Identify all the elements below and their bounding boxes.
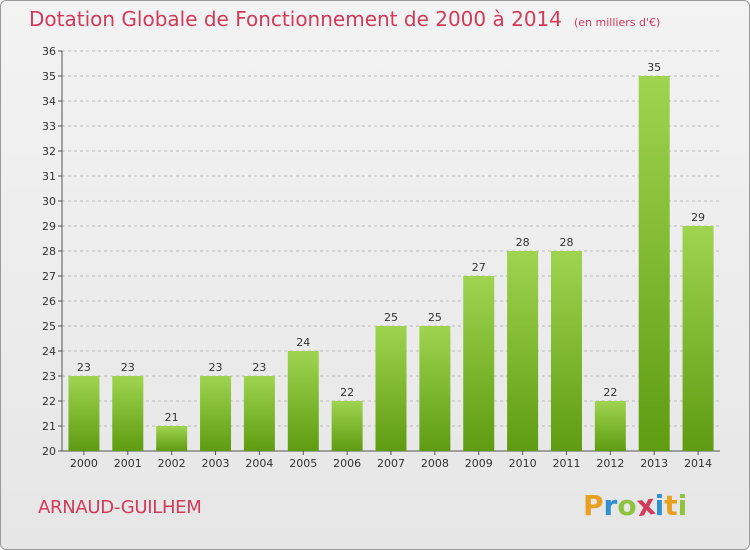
value-label: 23 [252, 361, 266, 374]
x-tick-label: 2013 [640, 457, 668, 470]
y-tick-label: 21 [42, 420, 56, 433]
logo-letter: x [634, 487, 657, 524]
bar-2000[interactable] [68, 376, 100, 451]
logo-letter: t [664, 489, 678, 522]
y-tick-label: 25 [42, 320, 56, 333]
x-tick-label: 2004 [245, 457, 273, 470]
bar-2013[interactable] [638, 76, 670, 451]
x-tick-label: 2000 [70, 457, 98, 470]
y-tick-label: 24 [42, 345, 56, 358]
y-tick-label: 29 [42, 220, 56, 233]
y-tick-label: 22 [42, 395, 56, 408]
value-label: 22 [340, 386, 354, 399]
value-label: 22 [603, 386, 617, 399]
x-tick-label: 2007 [377, 457, 405, 470]
bar-2008[interactable] [419, 326, 451, 451]
logo-letter: i [654, 489, 665, 522]
bar-2011[interactable] [550, 251, 582, 451]
bar-2005[interactable] [287, 351, 319, 451]
x-tick-label: 2002 [158, 457, 186, 470]
value-label: 25 [384, 311, 398, 324]
value-label: 28 [516, 236, 530, 249]
x-tick-label: 2001 [114, 457, 142, 470]
x-tick-label: 2010 [509, 457, 537, 470]
bar-2006[interactable] [331, 401, 363, 451]
y-tick-label: 26 [42, 295, 56, 308]
labels: 20 21 22 23 24 25 26 27 28 29 30 31 32 33 34 35 36 23 2000… [42, 45, 712, 470]
x-tick-label: 2012 [596, 457, 624, 470]
x-tick-label: 2008 [421, 457, 449, 470]
x-tick-label: 2006 [333, 457, 361, 470]
y-tick-label: 27 [42, 270, 56, 283]
proxiti-logo[interactable]: Proxiti [583, 487, 688, 524]
value-label: 28 [559, 236, 573, 249]
value-label: 27 [472, 261, 486, 274]
x-tick-label: 2011 [552, 457, 580, 470]
chart-title-text: Dotation Globale de Fonctionnement de 20… [29, 7, 562, 31]
logo-letter: P [583, 489, 604, 522]
bar-2001[interactable] [112, 376, 144, 451]
chart-title: Dotation Globale de Fonctionnement de 20… [29, 7, 660, 31]
bar-2003[interactable] [200, 376, 232, 451]
y-tick-label: 32 [42, 145, 56, 158]
logo-letter: i [677, 489, 688, 522]
x-tick-label: 2005 [289, 457, 317, 470]
value-label: 35 [647, 61, 661, 74]
commune-name: ARNAUD-GUILHEM [38, 497, 202, 518]
y-tick-label: 34 [42, 95, 56, 108]
bar-2010[interactable] [507, 251, 539, 451]
bar-2002[interactable] [156, 426, 188, 451]
bar-2007[interactable] [375, 326, 407, 451]
bar-2012[interactable] [594, 401, 626, 451]
y-tick-label: 33 [42, 120, 56, 133]
value-label: 23 [209, 361, 223, 374]
y-tick-label: 20 [42, 445, 56, 458]
value-label: 23 [121, 361, 135, 374]
bars [68, 76, 714, 451]
y-tick-label: 23 [42, 370, 56, 383]
x-tick-label: 2009 [465, 457, 493, 470]
value-label: 25 [428, 311, 442, 324]
y-tick-label: 28 [42, 245, 56, 258]
value-label: 29 [691, 211, 705, 224]
y-tick-label: 30 [42, 195, 56, 208]
y-tick-label: 36 [42, 45, 56, 58]
chart-unit-label: (en milliers d'€) [574, 16, 661, 29]
value-label: 21 [165, 411, 179, 424]
y-tick-label: 35 [42, 70, 56, 83]
x-tick-label: 2003 [202, 457, 230, 470]
value-label: 23 [77, 361, 91, 374]
bar-2009[interactable] [463, 276, 495, 451]
value-label: 24 [296, 336, 310, 349]
bar-2014[interactable] [682, 226, 714, 451]
x-tick-label: 2014 [684, 457, 712, 470]
y-tick-label: 31 [42, 170, 56, 183]
logo-letter: r [603, 489, 618, 522]
logo-letter: o [617, 489, 637, 522]
bar-2004[interactable] [243, 376, 275, 451]
